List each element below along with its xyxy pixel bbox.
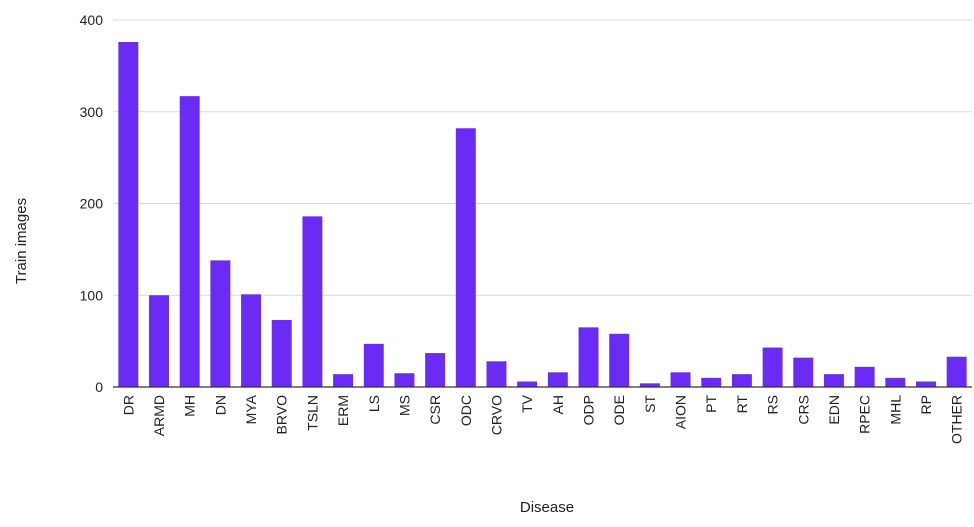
bar-dr	[118, 42, 139, 388]
bar-rs	[762, 347, 783, 387]
bar-rt	[731, 374, 752, 387]
x-tick-label-erm: ERM	[335, 395, 351, 426]
x-tick-label-rt: RT	[734, 395, 750, 414]
x-tick-label-armd: ARMD	[151, 395, 167, 436]
x-tick-label-crs: CRS	[795, 395, 811, 425]
bar-mh	[179, 96, 200, 387]
bar-aion	[670, 372, 691, 387]
y-tick-label: 100	[80, 287, 104, 303]
bar-pt	[701, 377, 722, 387]
bar-tv	[517, 381, 538, 387]
x-tick-label-mya: MYA	[243, 394, 259, 424]
bar-odc	[455, 128, 476, 387]
x-axis-label: Disease	[520, 499, 574, 516]
bar-mhl	[885, 377, 906, 387]
y-tick-label: 200	[80, 196, 104, 212]
bars	[118, 42, 967, 388]
x-tick-label-ah: AH	[550, 395, 566, 414]
x-tick-label-st: ST	[642, 395, 658, 413]
x-tick-label-odp: ODP	[581, 395, 597, 425]
bar-tsln	[302, 216, 323, 387]
x-tick-label-mhl: MHL	[887, 395, 903, 425]
x-tick-label-odc: ODC	[458, 395, 474, 426]
bar-erm	[333, 374, 354, 387]
x-tick-labels: DR ARMD MH DN MYA BRVO TSLN ERM LS MS CSR ODC CRVO TV…	[120, 394, 964, 444]
x-tick-label-tv: TV	[519, 394, 535, 413]
bar-crs	[793, 357, 814, 387]
y-tick-label: 300	[80, 104, 104, 120]
bar-odp	[578, 327, 599, 387]
x-tick-label-brvo: BRVO	[274, 395, 290, 435]
bar-ls	[363, 343, 384, 387]
bar-crvo	[486, 361, 507, 387]
bar-csr	[425, 353, 446, 387]
gridlines	[113, 19, 972, 296]
bar-ms	[394, 373, 415, 387]
x-tick-label-other: OTHER	[949, 395, 965, 444]
x-tick-label-ms: MS	[396, 395, 412, 416]
bar-rp	[916, 381, 936, 387]
bar-dn	[210, 260, 231, 387]
bar-ah	[547, 372, 568, 387]
bar-other	[946, 356, 967, 387]
x-tick-label-rs: RS	[765, 395, 781, 414]
x-tick-label-csr: CSR	[427, 395, 443, 425]
bar-mya	[241, 294, 262, 387]
x-tick-label-dr: DR	[120, 395, 136, 415]
x-tick-label-pt: PT	[703, 395, 719, 413]
bar-ode	[609, 333, 630, 387]
bar-rpec	[854, 366, 875, 387]
y-axis-label: Train images	[13, 198, 30, 284]
x-tick-label-crvo: CRVO	[488, 395, 504, 435]
bar-edn	[823, 374, 844, 387]
x-tick-label-aion: AION	[673, 395, 689, 429]
x-tick-label-rpec: RPEC	[857, 395, 873, 434]
x-tick-label-mh: MH	[182, 395, 198, 417]
bar-brvo	[271, 320, 292, 387]
x-tick-label-ode: ODE	[611, 395, 627, 425]
x-tick-label-rp: RP	[918, 395, 934, 414]
y-tick-labels: 0 100 200 300 400	[80, 12, 104, 395]
bar-armd	[149, 295, 169, 387]
x-tick-label-ls: LS	[366, 395, 382, 412]
x-tick-label-dn: DN	[212, 395, 228, 415]
y-tick-label: 0	[95, 379, 103, 395]
x-tick-label-tsln: TSLN	[304, 395, 320, 431]
y-tick-label: 400	[80, 12, 104, 28]
x-tick-label-edn: EDN	[826, 395, 842, 425]
bar-st	[639, 383, 660, 387]
